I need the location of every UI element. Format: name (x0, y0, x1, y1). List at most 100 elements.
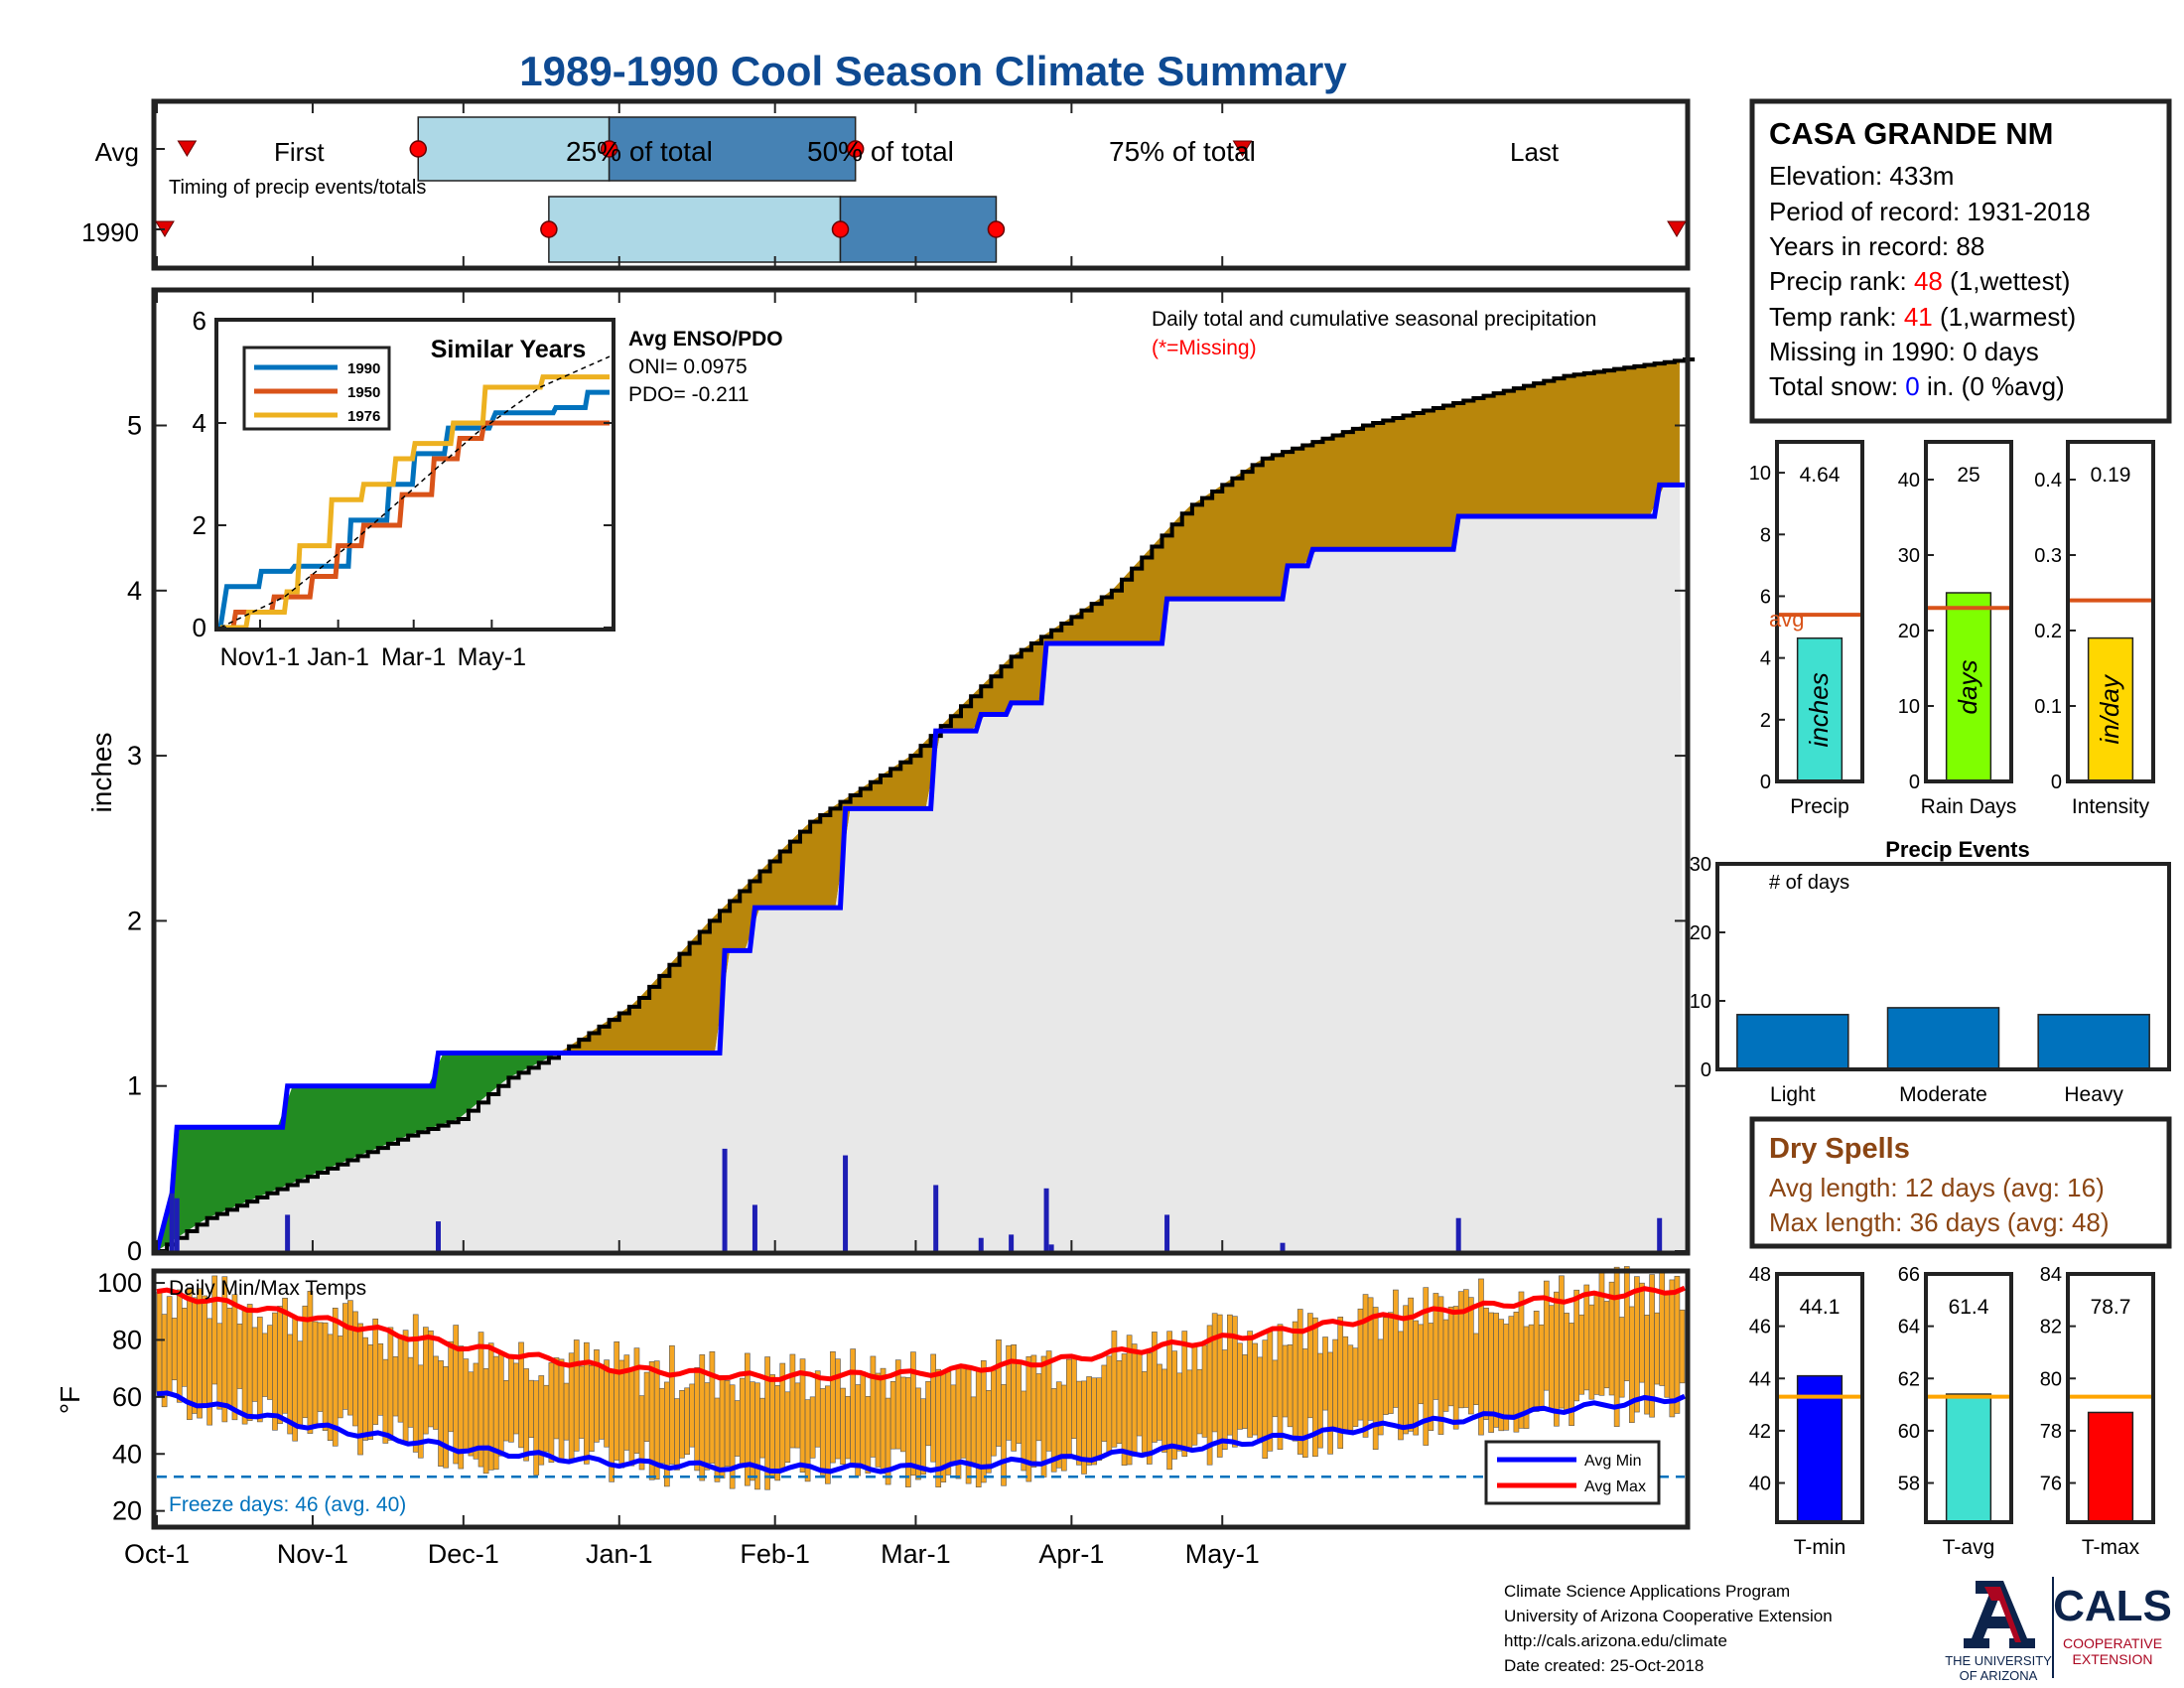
inset-x-tick-label: May-1 (458, 643, 526, 671)
daily-temp-bar (1247, 1331, 1253, 1438)
total-intensity-tick-label: 0.4 (2034, 470, 2062, 492)
daily-temp-bar (523, 1368, 529, 1462)
daily-temp-bar (463, 1358, 470, 1450)
ua-line-2: OF ARIZONA (1960, 1668, 2038, 1683)
daily-temp-bar (1473, 1333, 1479, 1405)
daily-temp-bar (960, 1363, 967, 1459)
cumulative-precip-panel: 0 1 2 3 4 5 inches Daily total and cumulative… (86, 287, 1696, 1266)
season-tmax-value: 78.7 (2091, 1296, 2131, 1319)
temp-rank-note: (1,warmest) (1933, 302, 2076, 332)
season-tmin-tick-label: 48 (1749, 1264, 1771, 1286)
season-tmin-frame (1775, 1272, 1864, 1524)
daily-temp-bar (1413, 1320, 1419, 1436)
daily-temp-bar (297, 1340, 304, 1428)
daily-temp-bar (794, 1382, 801, 1449)
station-temp-rank: Temp rank: 41 (1,warmest) (1769, 302, 2076, 332)
daily-temp-bar (633, 1347, 640, 1454)
total-intensity-tick-label: 0.2 (2034, 621, 2062, 642)
month-tick-label: Dec-1 (428, 1539, 499, 1569)
cals-coop-2: EXTENSION (2073, 1651, 2153, 1667)
daily-temp-bar (986, 1390, 992, 1474)
daily-precip-bar (1280, 1242, 1286, 1251)
season-tavg-tick-label: 66 (1898, 1264, 1920, 1286)
total-precip-tick-label: 8 (1760, 524, 1771, 546)
season-tmax-tick-label: 80 (2040, 1368, 2062, 1390)
season-tavg-frame (1924, 1272, 2013, 1524)
month-tick-label: Nov-1 (277, 1539, 348, 1569)
daily-temp-bar (1538, 1324, 1545, 1408)
month-tick-label: Jan-1 (586, 1539, 653, 1569)
inset-line-1990 (217, 389, 610, 629)
temp-rank-label: Temp rank: (1769, 302, 1904, 332)
timing-year-marker-1 (831, 220, 850, 238)
daily-temp-bar (850, 1348, 856, 1464)
month-tick-label: Apr-1 (1038, 1539, 1104, 1569)
daily-temp-bar (267, 1325, 273, 1400)
temp-rank-value: 41 (1904, 302, 1933, 332)
total-intensity-tick-label: 0.1 (2034, 696, 2062, 718)
season-tmax-label: T-max (2082, 1536, 2140, 1559)
snow-note: in. (0 %avg) (1920, 371, 2065, 401)
temp-frame (151, 1268, 1691, 1530)
daily-precip-bar (1048, 1244, 1054, 1251)
daily-temp-bar (1418, 1324, 1425, 1405)
daily-temp-bar (991, 1369, 997, 1457)
daily-temp-bar (578, 1365, 585, 1439)
daily-temp-bar (1674, 1275, 1681, 1414)
daily-temp-bar (975, 1369, 982, 1487)
dry-max: Max length: 36 days (avg: 48) (1769, 1207, 2110, 1237)
daily-temp-bar (1613, 1266, 1620, 1427)
station-missing: Missing in 1990: 0 days (1769, 337, 2039, 366)
daily-temp-bar (1301, 1348, 1308, 1458)
total-intensity-label: Intensity (2072, 795, 2150, 818)
daily-temp-bar (197, 1288, 203, 1419)
daily-temp-bar (397, 1336, 404, 1423)
daily-temp-bar (1147, 1352, 1153, 1465)
daily-temp-bar (759, 1397, 765, 1459)
daily-temp-bar (407, 1356, 414, 1428)
station-frame (1749, 98, 2172, 424)
daily-temp-bar (865, 1396, 872, 1474)
daily-temp-bar (317, 1322, 324, 1412)
inset-x-tick-label: Mar-1 (381, 643, 446, 671)
events-category-label: Heavy (2064, 1083, 2123, 1106)
daily-temp-bar (548, 1362, 555, 1464)
daily-temp-bar (855, 1384, 862, 1477)
daily-temp-bar (503, 1379, 509, 1442)
total-precip-avg-label: avg (1769, 607, 1804, 632)
daily-temp-bar (1181, 1331, 1188, 1458)
daily-temp-bar (628, 1368, 635, 1467)
daily-temp-bar (1136, 1351, 1143, 1437)
daily-temp-bar (206, 1318, 212, 1426)
daily-temp-bar (739, 1377, 746, 1466)
daily-temp-bar (307, 1291, 314, 1434)
events-note: # of days (1769, 872, 1849, 894)
main-y-tick-label: 0 (127, 1236, 142, 1266)
timing-avg-first-icon (177, 140, 198, 157)
temp-y-tick-label: 60 (112, 1382, 142, 1412)
precip-rank-value: 48 (1914, 266, 1943, 296)
daily-temp-bar (497, 1352, 504, 1457)
baseline-area (157, 485, 1685, 1251)
daily-temp-bar (1106, 1355, 1113, 1456)
daily-temp-bar (1452, 1306, 1459, 1430)
daily-precip-bar (174, 1197, 180, 1251)
daily-temp-bar (1528, 1324, 1535, 1409)
daily-temp-bar (774, 1385, 781, 1481)
daily-temp-bar (784, 1391, 791, 1464)
timing-year-box-dark (839, 196, 998, 263)
daily-temp-bar (1598, 1272, 1605, 1396)
daily-temp-bar (1588, 1304, 1595, 1400)
total-intensity-tick-label: 0 (2051, 772, 2062, 793)
daily-temp-bar (664, 1381, 670, 1487)
station-precip-rank: Precip rank: 48 (1,wettest) (1769, 266, 2070, 296)
daily-temp-bar (438, 1360, 444, 1467)
total-raindays-tick-label: 20 (1898, 621, 1920, 642)
daily-temp-bar (533, 1380, 540, 1476)
inset-frame (214, 318, 615, 632)
daily-temp-bar (277, 1306, 283, 1425)
daily-temp-bar (860, 1371, 867, 1466)
daily-temp-bar (563, 1382, 570, 1441)
daily-temp-bar (182, 1308, 188, 1387)
